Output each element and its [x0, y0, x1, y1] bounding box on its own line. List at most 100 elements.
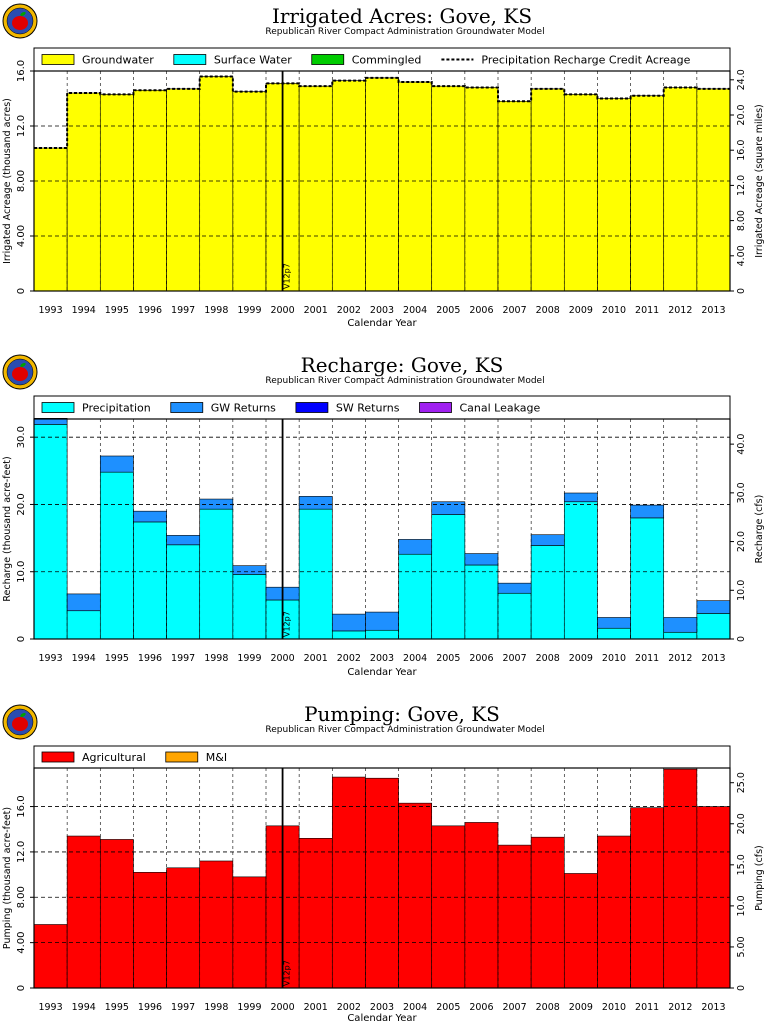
bar-precipitation — [497, 592, 532, 640]
y2-tick-label: 20.0 — [736, 104, 747, 125]
x-tick-label: 2003 — [370, 305, 394, 316]
y-tick-label: 16.0 — [16, 60, 27, 82]
x-tick-label: 2003 — [370, 653, 394, 664]
bar-agricultural — [365, 777, 399, 989]
chart-subtitle: Republican River Compact Administration … — [265, 725, 544, 735]
y2-tick-label: 10.0 — [736, 580, 747, 601]
y-tick-label: 0 — [16, 636, 27, 642]
x-tick-label: 2005 — [436, 653, 460, 664]
y-tick-label: 8.00 — [16, 170, 27, 192]
x-tick-label: 2013 — [701, 653, 725, 664]
bar-groundwater — [563, 94, 598, 292]
x-tick-label: 2013 — [701, 1002, 725, 1013]
x-tick-label: 2012 — [668, 305, 692, 316]
model-version-label: V12p7 — [283, 960, 292, 986]
y2-axis-label: Irrigated Acreage (square miles) — [754, 104, 765, 258]
x-tick-label: 2011 — [635, 305, 659, 316]
x-tick-label: 1996 — [138, 653, 162, 664]
bar-gw-returns — [365, 611, 399, 631]
y-tick-label: 0 — [16, 288, 27, 294]
logo-apple — [12, 717, 28, 731]
bar-gw-returns — [398, 539, 433, 555]
legend-label: Groundwater — [82, 54, 154, 67]
bar-precipitation — [431, 514, 466, 640]
y2-axis-label: Recharge (cfs) — [754, 495, 765, 564]
bar-gw-returns — [133, 510, 167, 523]
y2-tick-label: 0 — [736, 985, 747, 991]
y2-tick-label: 4.00 — [736, 245, 747, 266]
x-tick-label: 1997 — [171, 305, 195, 316]
x-tick-label: 1998 — [204, 1002, 228, 1013]
x-tick-label: 1998 — [204, 305, 228, 316]
x-axis-label: Calendar Year — [347, 667, 417, 678]
x-tick-label: 2002 — [337, 305, 361, 316]
legend-label: Commingled — [352, 54, 422, 67]
y-tick-label: 12.0 — [16, 115, 27, 137]
legend-swatch — [165, 751, 199, 763]
bar-gw-returns — [99, 455, 134, 473]
legend-label: Precipitation — [82, 402, 151, 415]
y2-tick-label: 10.0 — [736, 895, 747, 916]
x-tick-label: 2011 — [635, 1002, 659, 1013]
x-tick-label: 2002 — [337, 1002, 361, 1013]
bar-groundwater — [398, 81, 433, 292]
bar-precipitation — [530, 545, 565, 640]
bar-agricultural — [298, 838, 333, 989]
model-version-label: V12p7 — [283, 611, 292, 637]
x-tick-label: 2013 — [701, 305, 725, 316]
x-tick-label: 2008 — [536, 653, 560, 664]
y2-tick-label: 0 — [736, 288, 747, 294]
bar-agricultural — [563, 873, 598, 989]
bar-agricultural — [331, 776, 366, 989]
y-tick-label: 0 — [16, 985, 27, 991]
bar-groundwater — [99, 94, 134, 292]
x-tick-label: 1994 — [72, 305, 96, 316]
legend-swatch — [41, 402, 75, 413]
bar-precipitation — [563, 501, 598, 640]
bar-precipitation — [133, 521, 167, 640]
bar-groundwater — [530, 88, 565, 292]
legend-label: Canal Leakage — [460, 402, 541, 415]
y2-tick-label: 24.0 — [736, 69, 747, 90]
x-tick-label: 2010 — [602, 653, 626, 664]
x-tick-label: 2008 — [536, 1002, 560, 1013]
y-tick-label: 4.00 — [16, 932, 27, 954]
y-tick-label: 8.00 — [16, 886, 27, 908]
y2-tick-label: 5.00 — [736, 936, 747, 957]
x-tick-label: 2004 — [403, 1002, 427, 1013]
bar-groundwater — [696, 88, 731, 292]
bar-groundwater — [597, 98, 631, 292]
x-tick-label: 2000 — [270, 305, 294, 316]
legend-label: SW Returns — [336, 402, 400, 415]
x-tick-label: 1994 — [72, 653, 96, 664]
bar-groundwater — [331, 80, 366, 292]
y-tick-label: 20.0 — [16, 493, 27, 515]
legend-swatch — [295, 402, 329, 413]
y2-tick-label: 15.0 — [736, 854, 747, 875]
bar-agricultural — [530, 836, 565, 989]
bar-precipitation — [99, 471, 134, 640]
y2-axis-label: Pumping (cfs) — [754, 845, 765, 911]
bar-agricultural — [166, 867, 201, 989]
y2-tick-label: 12.0 — [736, 175, 747, 196]
x-tick-label: 2007 — [502, 305, 526, 316]
bar-gw-returns — [563, 492, 598, 503]
bar-agricultural — [431, 825, 466, 989]
bar-precipitation — [464, 564, 499, 640]
y2-tick-label: 20.0 — [736, 531, 747, 552]
bar-groundwater — [365, 77, 399, 292]
bar-groundwater — [298, 85, 333, 292]
x-tick-label: 1995 — [105, 653, 129, 664]
legend-label: GW Returns — [211, 402, 276, 415]
x-tick-label: 1993 — [38, 653, 62, 664]
bar-agricultural — [33, 924, 68, 989]
bar-groundwater — [464, 87, 499, 292]
bar-groundwater — [663, 87, 698, 292]
bar-gw-returns — [331, 613, 366, 632]
chart-title: Pumping: Gove, KS — [304, 702, 500, 726]
bar-groundwater — [431, 85, 466, 292]
bar-agricultural — [232, 876, 267, 989]
bar-gw-returns — [431, 501, 466, 515]
